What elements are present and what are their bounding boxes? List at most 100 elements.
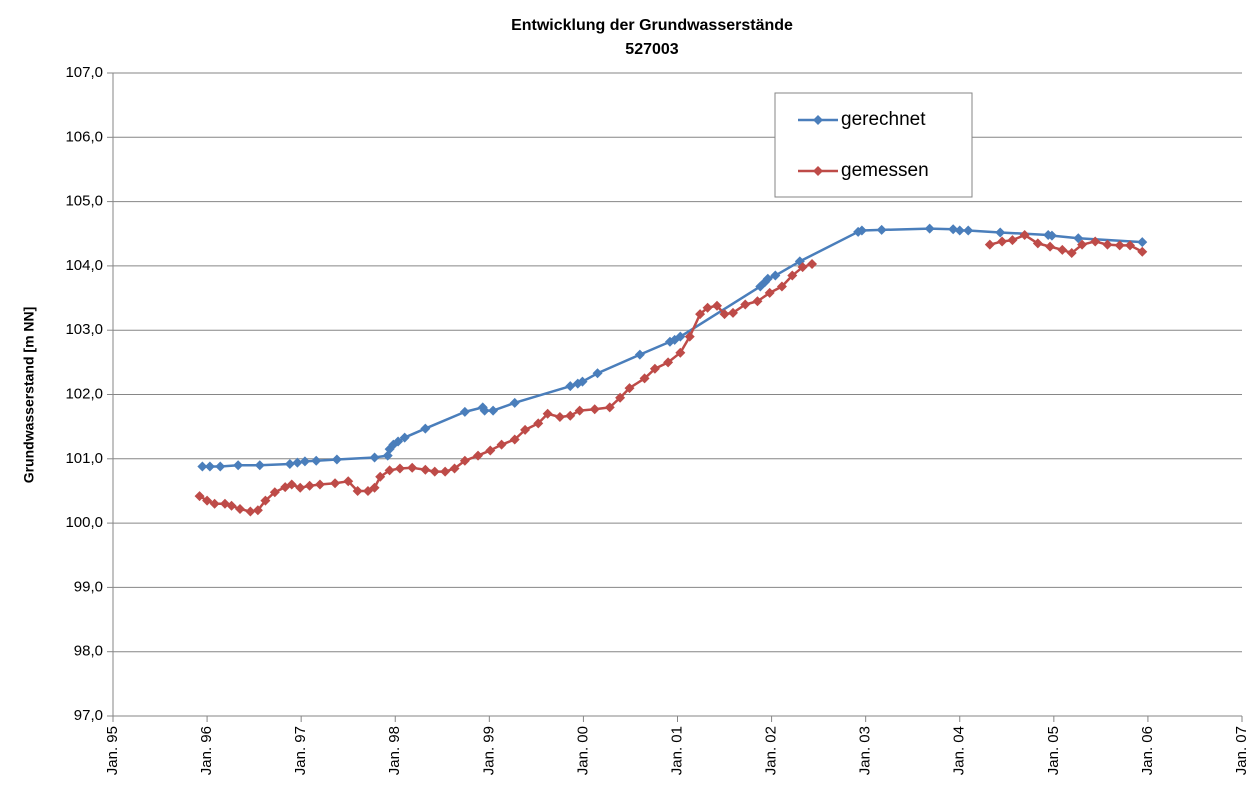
x-tick-label: Jan. 05 [1045,726,1062,775]
data-point [984,239,995,250]
x-tick-label: Jan. 01 [668,726,685,775]
data-point [649,363,660,374]
data-point [269,487,280,498]
data-point [574,405,585,416]
data-point [459,455,470,466]
data-point [634,349,645,360]
data-point [876,224,887,235]
data-point [663,357,674,368]
series-line [202,227,1143,468]
data-point [577,376,588,387]
data-point [1007,235,1018,246]
data-point [615,392,626,403]
data-point [719,309,730,320]
y-tick-label: 100,0 [65,514,103,531]
data-point [1045,241,1056,252]
data-point [1019,230,1030,241]
data-point [776,281,787,292]
data-point [856,225,867,236]
data-point [209,498,220,509]
data-point [194,491,205,502]
data-point [1125,240,1136,251]
data-point [235,503,246,514]
data-point [1137,246,1148,257]
data-point [684,331,695,342]
y-tick-label: 97,0 [74,707,103,724]
legend-marker [813,115,823,125]
data-point [533,418,544,429]
y-tick-label: 98,0 [74,643,103,660]
data-point [284,458,295,469]
data-point [1077,239,1088,250]
data-point [1137,237,1148,248]
data-point [675,347,686,358]
data-point [1090,236,1101,247]
data-point [807,258,818,269]
data-point [292,457,303,468]
y-tick-label: 105,0 [65,193,103,210]
data-point [954,225,965,236]
data-point [509,397,520,408]
data-point [375,471,386,482]
data-point [1066,248,1077,259]
data-point [797,262,808,273]
data-point [752,296,763,307]
y-tick-label: 103,0 [65,321,103,338]
data-point [420,423,431,434]
y-tick-label: 101,0 [65,450,103,467]
data-point [787,270,798,281]
data-point [1057,244,1068,255]
data-point [924,223,935,234]
data-point [394,463,405,474]
data-point [695,309,706,320]
legend-marker [813,166,823,176]
data-point [420,464,431,475]
data-point [485,445,496,456]
data-point [554,412,565,423]
data-point [384,465,395,476]
y-axis-label: Grundwasserstand [m NN] [21,307,37,484]
data-point [565,381,576,392]
data-point [488,405,499,416]
data-point [675,331,686,342]
data-point [204,461,215,472]
x-tick-label: Jan. 04 [951,726,968,775]
y-tick-label: 107,0 [65,64,103,81]
x-tick-label: Jan. 00 [574,726,591,775]
data-point [712,300,723,311]
data-point [762,273,773,284]
chart-subtitle: 527003 [625,41,678,58]
data-point [286,479,297,490]
data-point [624,383,635,394]
data-point [473,450,484,461]
y-tick-label: 106,0 [65,128,103,145]
data-point [496,439,507,450]
data-point [197,461,208,472]
x-tick-label: Jan. 06 [1139,726,1156,775]
data-point [542,408,553,419]
data-point [604,402,615,413]
data-point [728,307,739,318]
data-point [770,270,781,281]
data-point [233,460,244,471]
data-point [295,482,306,493]
legend-label: gerechnet [841,109,926,130]
data-point [740,299,751,310]
data-point [1102,239,1113,250]
chart-title: Entwicklung der Grundwasserstände [511,17,793,34]
data-point [304,480,315,491]
x-tick-label: Jan. 99 [480,726,497,775]
data-point [1073,233,1084,244]
data-point [459,406,470,417]
data-point [1114,240,1125,251]
data-point [440,466,451,477]
x-tick-label: Jan. 97 [292,726,309,775]
data-point [252,505,263,516]
data-point [245,506,256,517]
data-point [509,434,520,445]
data-point [260,495,271,506]
data-point [314,479,325,490]
data-point [948,224,959,235]
x-tick-label: Jan. 98 [386,726,403,775]
